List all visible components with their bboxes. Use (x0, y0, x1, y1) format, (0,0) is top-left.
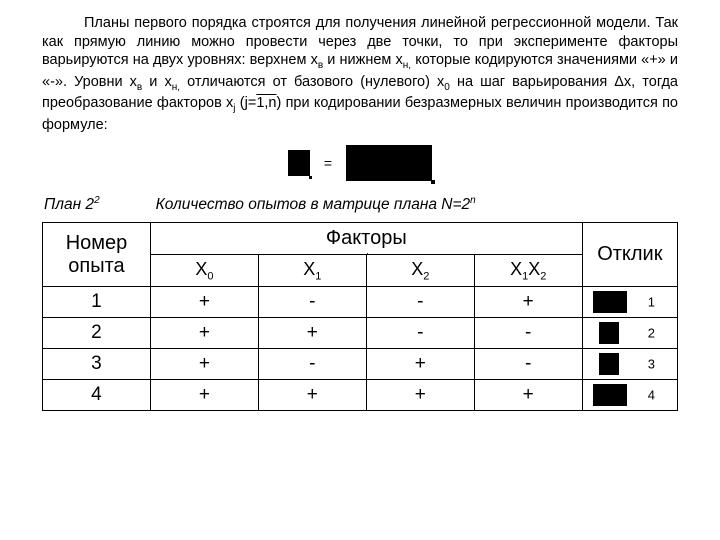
formula-right-placeholder (346, 145, 432, 181)
table-row: 4++++4 (43, 380, 678, 411)
table-cell: 4 (43, 380, 151, 411)
table-cell: + (150, 318, 258, 349)
header-num: Номеропыта (43, 222, 151, 287)
table-cell: - (474, 318, 582, 349)
table-cell: + (258, 380, 366, 411)
response-placeholder (593, 384, 627, 406)
header-x2: X2 (366, 254, 474, 287)
response-index: 2 (648, 326, 655, 341)
table-cell: + (258, 318, 366, 349)
response-cell: 4 (582, 380, 677, 411)
table-row: 3+-+-3 (43, 349, 678, 380)
table-cell: 2 (43, 318, 151, 349)
response-cell: 1 (582, 287, 677, 318)
formula-row: = (42, 145, 678, 181)
formula-left-placeholder (288, 150, 310, 176)
table-cell: - (366, 318, 474, 349)
response-cell: 3 (582, 349, 677, 380)
header-factors: Факторы . (150, 222, 582, 254)
table-cell: + (366, 380, 474, 411)
table-row: 2++--2 (43, 318, 678, 349)
response-placeholder (599, 322, 619, 344)
table-cell: 3 (43, 349, 151, 380)
header-response: Отклик (582, 222, 677, 287)
table-cell: 1 (43, 287, 151, 318)
table-row: 1+--+1 (43, 287, 678, 318)
table-cell: + (474, 287, 582, 318)
plan-line: План 22 Количество опытов в матрице план… (42, 195, 678, 214)
table-cell: - (366, 287, 474, 318)
table-cell: + (150, 380, 258, 411)
count-label: Количество опытов в матрице плана N=2n (156, 195, 476, 214)
header-x0: X0 (150, 254, 258, 287)
table-cell: - (258, 287, 366, 318)
response-placeholder (599, 353, 619, 375)
header-x1: X1 (258, 254, 366, 287)
equals-sign: = (324, 155, 332, 171)
response-index: 4 (648, 388, 655, 403)
introduction-paragraph: Планы первого порядка строятся для получ… (42, 14, 678, 135)
response-placeholder (593, 291, 627, 313)
table-cell: + (150, 349, 258, 380)
plan-label: План 22 (44, 195, 100, 214)
table-cell: + (150, 287, 258, 318)
response-index: 3 (648, 357, 655, 372)
header-x1x2: X1X2 (474, 254, 582, 287)
table-cell: - (258, 349, 366, 380)
table-cell: + (366, 349, 474, 380)
table-cell: - (474, 349, 582, 380)
table-cell: + (474, 380, 582, 411)
experiment-table: Номеропыта Факторы . Отклик X0 X1 X2 X1X… (42, 222, 678, 412)
response-index: 1 (648, 295, 655, 310)
response-cell: 2 (582, 318, 677, 349)
